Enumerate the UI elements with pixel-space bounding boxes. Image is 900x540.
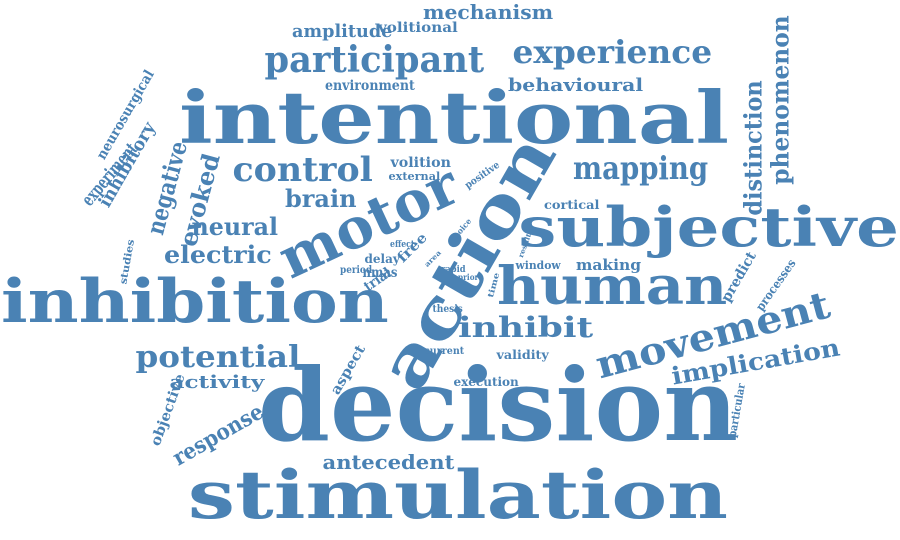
cloud-word-stimulation: stimulation bbox=[187, 456, 729, 534]
cloud-word-nmas: nmas bbox=[362, 265, 398, 281]
cloud-word-mapping: mapping bbox=[572, 149, 708, 187]
cloud-word-neural: neural bbox=[190, 212, 278, 241]
cloud-word-behavioural: behavioural bbox=[507, 75, 643, 96]
cloud-word-electric: electric bbox=[163, 240, 272, 269]
cloud-word-mechanism: mechanism bbox=[422, 0, 554, 24]
cloud-word-potential: potential bbox=[135, 340, 301, 375]
cloud-word-amplitude: amplitude bbox=[292, 21, 393, 42]
cloud-word-validity: validity bbox=[495, 348, 549, 362]
cloud-word-control: control bbox=[231, 150, 373, 190]
cloud-word-human: human bbox=[496, 256, 728, 317]
cloud-word-prior: prior bbox=[458, 272, 479, 282]
cloud-word-brain: brain bbox=[285, 184, 357, 213]
cloud-word-decision: decision bbox=[258, 346, 739, 464]
cloud-word-delay: delay bbox=[364, 252, 400, 266]
cloud-word-distinction: distinction bbox=[738, 80, 768, 216]
cloud-word-volitional: volitional bbox=[378, 20, 458, 36]
cloud-word-inhibit: inhibit bbox=[457, 311, 593, 344]
cloud-word-intentional: intentional bbox=[179, 75, 730, 160]
cloud-word-cortical: cortical bbox=[543, 198, 599, 212]
cloud-word-rapid: rapid bbox=[440, 264, 466, 275]
cloud-word-execution: execution bbox=[453, 375, 519, 389]
cloud-word-thesis: thesis bbox=[432, 304, 463, 315]
cloud-word-inhibition: inhibition bbox=[0, 267, 389, 337]
cloud-word-external: external bbox=[387, 169, 440, 183]
cloud-word-phenomenon: phenomenon bbox=[764, 15, 794, 185]
cloud-word-window: window bbox=[515, 258, 561, 272]
cloud-word-experience: experience bbox=[511, 33, 712, 71]
cloud-word-antecedent: antecedent bbox=[322, 450, 454, 474]
cloud-word-making: making bbox=[575, 255, 641, 274]
cloud-word-current: current bbox=[424, 346, 465, 357]
cloud-word-activity: activity bbox=[169, 372, 265, 393]
cloud-word-effect: effect bbox=[390, 239, 415, 250]
cloud-word-period: period bbox=[340, 265, 373, 276]
cloud-word-environment: environment bbox=[324, 78, 415, 94]
cloud-word-participant: participant bbox=[263, 39, 484, 81]
cloud-word-subjective: subjective bbox=[517, 195, 899, 259]
cloud-word-objective: objective bbox=[147, 371, 189, 449]
cloud-word-volition: volition bbox=[389, 155, 451, 171]
